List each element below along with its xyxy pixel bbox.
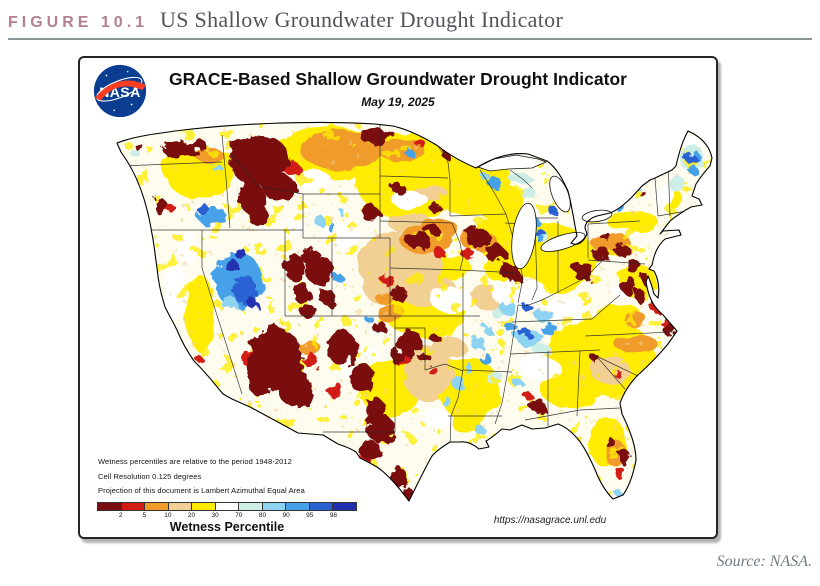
legend-segment — [98, 503, 122, 510]
map-source-url: https://nasagrace.unl.edu — [493, 515, 607, 526]
figure-title: US Shallow Groundwater Drought Indicator — [160, 7, 564, 32]
legend-tick: 80 — [258, 512, 267, 519]
wetness-legend: 2 5 10 20 30 70 80 90 95 98 Wetness Percentile — [97, 502, 359, 534]
nasa-logo-icon: NASA — [93, 64, 147, 118]
legend-tick: 95 — [306, 512, 314, 519]
us-drought-map — [116, 121, 713, 502]
figure-header: FIGURE 10.1 US Shallow Groundwater Droug… — [8, 7, 563, 33]
map-note-resolution: Cell Resolution 0.125 degrees — [98, 472, 202, 481]
source-credit: Source: NASA. — [716, 553, 812, 570]
figure-label: FIGURE 10.1 — [8, 14, 149, 31]
map-note-period: Wetness percentiles are relative to the … — [98, 457, 292, 466]
legend-tick: 98 — [329, 512, 337, 519]
legend-segment — [262, 503, 287, 510]
map-figure-panel: NASA GRACE-Based Shallow Groundwater Dro… — [78, 56, 718, 539]
legend-tick: 30 — [211, 512, 219, 519]
legend-segment — [168, 503, 193, 510]
map-date: May 19, 2025 — [361, 95, 435, 109]
legend-tick: 70 — [235, 512, 243, 519]
legend-title: Wetness Percentile — [169, 520, 285, 534]
legend-segment — [192, 503, 216, 510]
header-divider — [8, 38, 812, 40]
legend-tick: 90 — [282, 512, 290, 519]
legend-segment — [333, 503, 357, 510]
legend-color-bar — [97, 502, 357, 511]
legend-segment — [215, 503, 240, 510]
legend-segment — [121, 503, 146, 510]
legend-segment — [239, 503, 263, 510]
legend-tick: 2 — [118, 512, 123, 519]
legend-segment — [145, 503, 169, 510]
map-title: GRACE-Based Shallow Groundwater Drought … — [169, 69, 627, 89]
legend-tick: 5 — [142, 512, 147, 519]
map-note-projection: Projection of this document is Lambert A… — [98, 486, 305, 495]
legend-tick: 10 — [164, 512, 172, 519]
legend-segment — [286, 503, 310, 510]
legend-tick-labels: 2 5 10 20 30 70 80 90 95 98 — [97, 511, 357, 520]
legend-tick: 20 — [187, 512, 196, 519]
legend-segment — [309, 503, 334, 510]
